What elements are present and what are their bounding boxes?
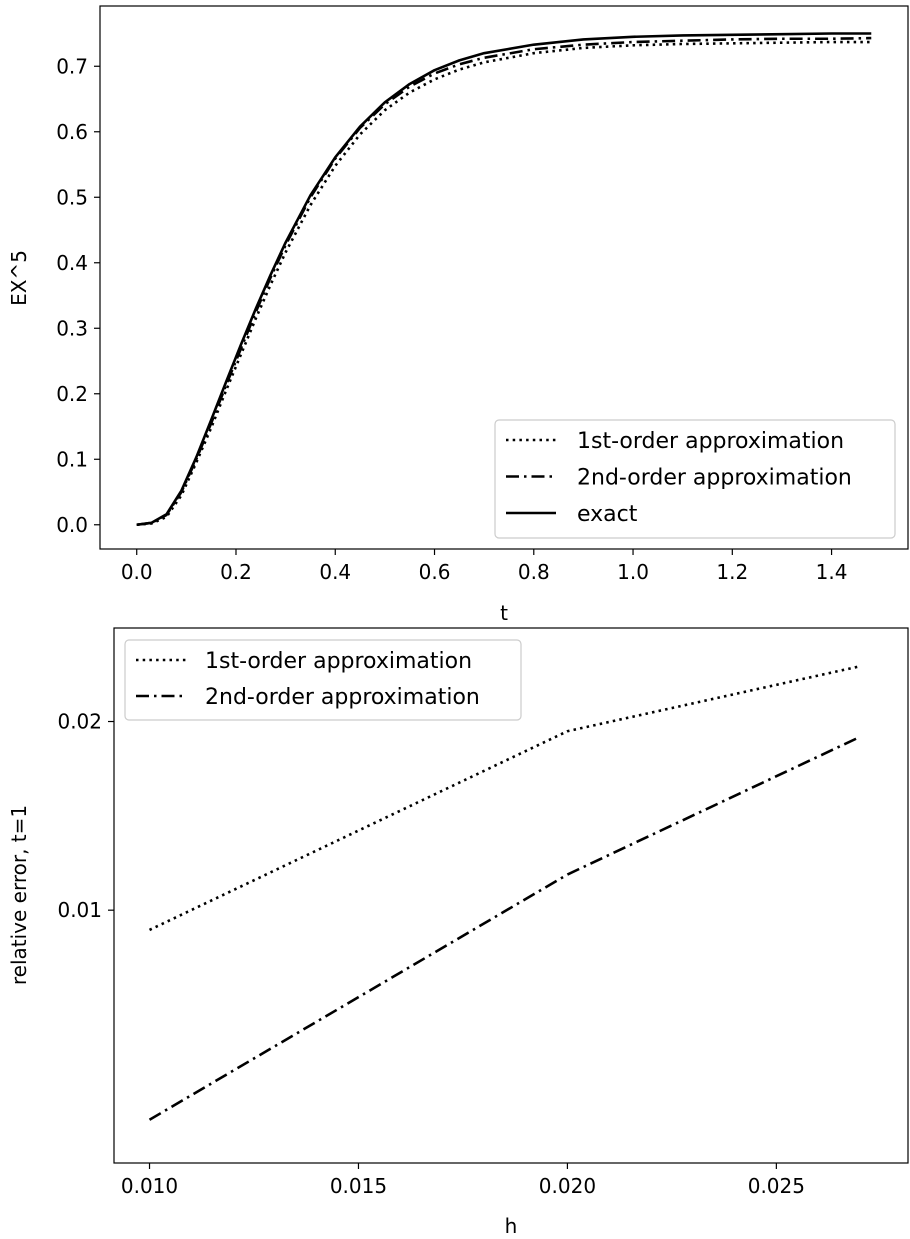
y-tick-label: 0.3 bbox=[56, 316, 88, 340]
y-tick-label: 0.2 bbox=[56, 382, 88, 406]
top-chart-x-axis-label: t bbox=[500, 601, 508, 625]
top-chart-series bbox=[136, 32, 872, 527]
bottom-chart-legend-box bbox=[124, 639, 522, 721]
bottom-chart-x-ticks: 0.010 0.015 0.020 0.025 bbox=[121, 1163, 805, 1198]
legend-label-1: 1st-order approximation bbox=[577, 429, 844, 454]
x-tick-label: 1.4 bbox=[816, 560, 848, 584]
y-tick-label: 0.1 bbox=[56, 447, 88, 471]
top-chart-legend-box bbox=[494, 419, 896, 539]
series-line-1 bbox=[136, 40, 872, 527]
x-tick-label: 0.8 bbox=[518, 560, 550, 584]
x-tick-label: 0.6 bbox=[419, 560, 451, 584]
x-tick-label: 0.0 bbox=[121, 560, 153, 584]
x-tick-label: 0.2 bbox=[220, 560, 252, 584]
y-tick-label: 0.0 bbox=[56, 513, 88, 537]
x-tick-label: 0.025 bbox=[748, 1174, 805, 1198]
x-tick-label: 1.0 bbox=[617, 560, 649, 584]
series-line-1 bbox=[148, 665, 861, 932]
bottom-chart-y-axis-label: relative error, t=1 bbox=[7, 805, 31, 985]
x-tick-label: 0.010 bbox=[121, 1174, 178, 1198]
legend-label-2: 2nd-order approximation bbox=[205, 685, 480, 710]
series-line-3 bbox=[136, 32, 872, 527]
top-chart-legend: 1st-order approximation 2nd-order approxi… bbox=[494, 419, 896, 539]
top-chart-y-axis-label: EX^5 bbox=[7, 250, 31, 306]
top-chart-frame bbox=[99, 5, 909, 550]
x-tick-label: 0.015 bbox=[330, 1174, 387, 1198]
top-chart: 0.0 0.2 0.4 0.6 0.8 1.0 1.2 1.4 0.0 0.1 0.2 0.3 0.4… bbox=[7, 5, 909, 625]
bottom-chart-legend: 1st-order approximation 2nd-order approxi… bbox=[124, 639, 522, 721]
bottom-chart-frame bbox=[113, 627, 909, 1164]
y-tick-label: 0.4 bbox=[56, 251, 88, 275]
y-tick-label: 0.6 bbox=[56, 120, 88, 144]
x-tick-label: 1.2 bbox=[716, 560, 748, 584]
series-line-2 bbox=[148, 735, 861, 1121]
top-chart-x-ticks: 0.0 0.2 0.4 0.6 0.8 1.0 1.2 1.4 bbox=[121, 549, 848, 584]
y-tick-label: 0.02 bbox=[57, 710, 102, 734]
x-tick-label: 0.4 bbox=[319, 560, 351, 584]
y-tick-label: 0.5 bbox=[56, 185, 88, 209]
legend-label-2: 2nd-order approximation bbox=[577, 466, 852, 491]
x-tick-label: 0.020 bbox=[539, 1174, 596, 1198]
legend-label-1: 1st-order approximation bbox=[205, 649, 472, 674]
y-tick-label: 0.01 bbox=[57, 898, 102, 922]
bottom-chart-series bbox=[148, 665, 861, 1121]
y-tick-label: 0.7 bbox=[56, 54, 88, 78]
bottom-chart: 0.010 0.015 0.020 0.025 0.01 0.02 h relative… bbox=[7, 627, 909, 1238]
top-chart-y-ticks: 0.0 0.1 0.2 0.3 0.4 0.5 0.6 0.7 bbox=[56, 54, 100, 537]
bottom-chart-y-ticks: 0.01 0.02 bbox=[57, 710, 114, 922]
bottom-chart-x-axis-label: h bbox=[505, 1214, 518, 1238]
legend-label-3: exact bbox=[577, 502, 638, 527]
